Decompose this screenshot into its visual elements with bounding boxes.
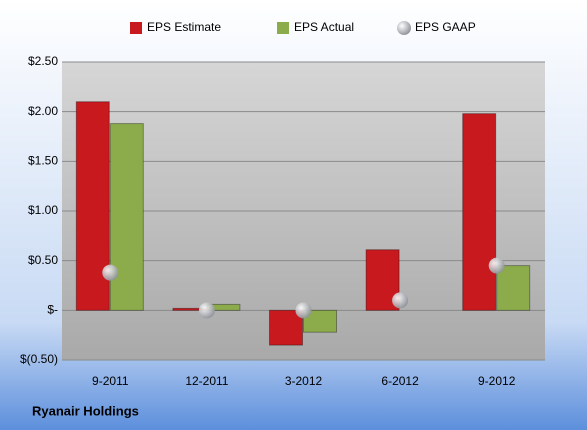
marker bbox=[198, 302, 215, 319]
bar bbox=[496, 265, 531, 311]
chart-title: Ryanair Holdings bbox=[32, 403, 139, 418]
x-tick-label: 3-2012 bbox=[285, 374, 323, 388]
legend-label: EPS GAAP bbox=[415, 20, 476, 34]
bar bbox=[303, 309, 337, 333]
y-tick-label: $1.00 bbox=[28, 203, 58, 217]
legend-swatch bbox=[397, 21, 411, 35]
marker bbox=[392, 292, 409, 309]
y-tick-label: $1.50 bbox=[28, 154, 58, 168]
x-tick-label: 12-2011 bbox=[185, 374, 228, 388]
bar bbox=[462, 113, 497, 311]
legend-label: EPS Actual bbox=[294, 20, 354, 34]
x-tick-label: 6-2012 bbox=[381, 374, 419, 388]
bar bbox=[109, 123, 144, 311]
y-tick-label: $2.50 bbox=[28, 54, 58, 68]
y-tick-label: $2.00 bbox=[28, 104, 58, 118]
marker bbox=[488, 257, 505, 274]
bar bbox=[269, 309, 303, 346]
legend-swatch bbox=[130, 22, 142, 34]
y-tick-label: $(0.50) bbox=[20, 352, 58, 366]
y-tick-label: $- bbox=[47, 303, 58, 317]
y-tick-label: $0.50 bbox=[28, 253, 58, 267]
legend-swatch bbox=[277, 22, 289, 34]
marker bbox=[295, 302, 312, 319]
bar bbox=[75, 101, 110, 311]
x-tick-label: 9-2011 bbox=[92, 374, 129, 388]
x-tick-label: 9-2012 bbox=[478, 374, 516, 388]
legend-label: EPS Estimate bbox=[147, 20, 221, 34]
marker bbox=[102, 264, 119, 281]
